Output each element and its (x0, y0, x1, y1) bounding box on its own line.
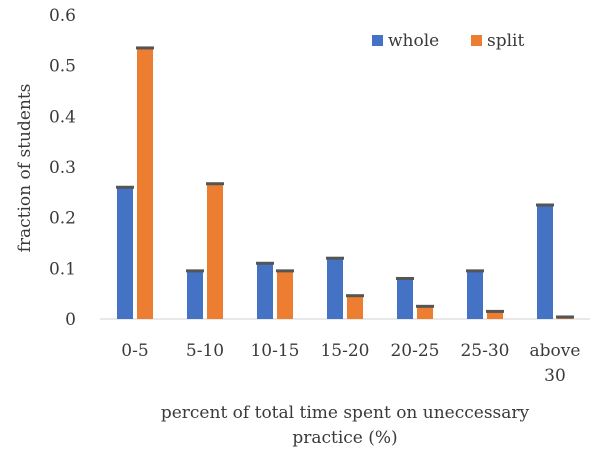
x-tick-label: 30 (544, 366, 566, 386)
error-bar (136, 46, 154, 50)
x-tick-label: 25-30 (460, 341, 509, 361)
y-tick-label: 0.2 (49, 209, 76, 229)
bar-split (487, 311, 503, 319)
error-bar (116, 185, 134, 189)
y-tick-label: 0.6 (49, 6, 76, 26)
x-axis-ticks: 0-5 5-10 10-15 15-20 20-25 25-30 above 30 (121, 341, 580, 386)
error-bar (186, 269, 204, 273)
error-bar (256, 261, 274, 265)
bar-whole (187, 270, 203, 319)
bar-whole (257, 263, 273, 319)
legend-label-split: split (487, 31, 524, 51)
bar-split (277, 270, 293, 319)
bar-whole (467, 270, 483, 319)
x-axis-title-line: practice (%) (292, 428, 397, 448)
x-tick-label: 5-10 (186, 341, 224, 361)
error-bar (396, 276, 414, 280)
bar-whole (117, 187, 133, 319)
y-tick-label: 0 (65, 310, 76, 330)
y-tick-label: 0.4 (49, 107, 76, 127)
legend: whole split (372, 31, 524, 51)
y-tick-label: 0.5 (49, 57, 76, 77)
error-bar (346, 294, 364, 298)
legend-label-whole: whole (388, 31, 439, 51)
x-tick-label: above (530, 341, 581, 361)
error-bar (486, 309, 504, 313)
x-tick-label: 0-5 (121, 341, 148, 361)
y-tick-label: 0.3 (49, 158, 76, 178)
bar-split (347, 295, 363, 319)
y-tick-label: 0.1 (49, 259, 76, 279)
error-bar (326, 256, 344, 260)
x-axis-title-line: percent of total time spent on uneccessa… (161, 403, 530, 423)
error-bar (276, 269, 294, 273)
x-tick-label: 15-20 (320, 341, 369, 361)
y-axis-ticks: 0 0.1 0.2 0.3 0.4 0.5 0.6 (49, 6, 76, 330)
bar-split (417, 306, 433, 319)
legend-swatch-whole (372, 35, 383, 46)
bars (116, 46, 574, 319)
error-bar (536, 203, 554, 207)
bar-whole (397, 278, 413, 319)
error-bar (556, 315, 574, 319)
bar-whole (537, 205, 553, 319)
legend-swatch-split (471, 35, 482, 46)
bar-whole (327, 258, 343, 319)
bar-split (207, 183, 223, 319)
bar-split (137, 47, 153, 319)
x-tick-label: 10-15 (250, 341, 299, 361)
x-axis-title: percent of total time spent on uneccessa… (161, 403, 530, 448)
y-axis-title: fraction of students (15, 84, 35, 253)
error-bar (466, 269, 484, 273)
error-bar (206, 182, 224, 186)
x-tick-label: 20-25 (390, 341, 439, 361)
error-bar (416, 304, 434, 308)
